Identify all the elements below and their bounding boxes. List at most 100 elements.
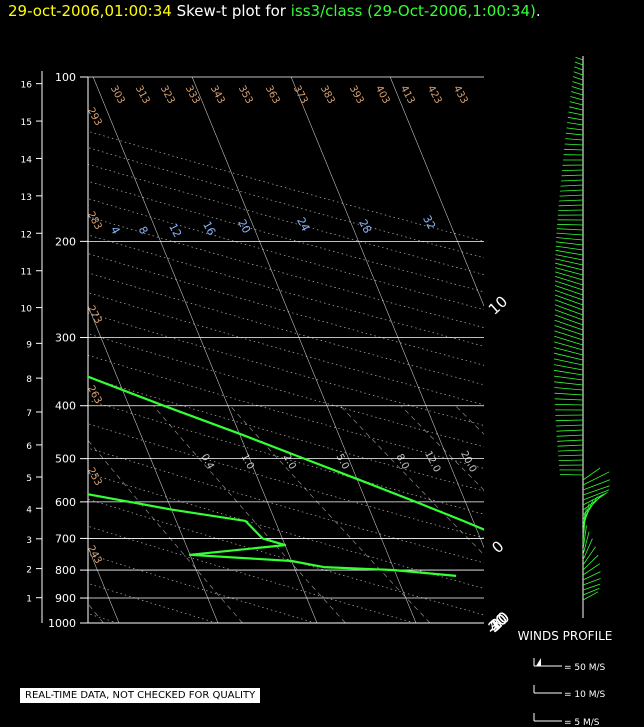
wind-barb [570, 91, 584, 96]
pressure-label: 700 [55, 532, 76, 545]
dry-adiabat [88, 253, 484, 366]
wind-barb [554, 299, 584, 311]
wind-barb [554, 271, 584, 281]
wind-barb [582, 571, 601, 581]
pressure-label: 300 [55, 332, 76, 345]
title-period: . [535, 2, 541, 20]
wind-barb [554, 352, 584, 361]
adiabat-label: 403 [373, 84, 392, 106]
wind-barb [566, 127, 584, 131]
wind-barb [554, 289, 584, 301]
wind-barb [570, 96, 584, 101]
isotherm [588, 77, 644, 623]
wind-barb [557, 223, 584, 226]
height-label: 10 [21, 305, 33, 315]
wind-barb [572, 81, 584, 86]
adiabat-label: 343 [208, 84, 227, 106]
pressure-label: 800 [55, 564, 76, 577]
isotherm [92, 77, 318, 623]
quality-notice: REAL-TIME DATA, NOT CHECKED FOR QUALITY [20, 688, 261, 703]
wind-barb [554, 280, 584, 291]
wind-barb [573, 71, 584, 76]
wind-barb [574, 66, 584, 71]
dry-adiabat [88, 234, 484, 347]
title-plot-word: Skew-t plot for [171, 2, 291, 20]
dry-adiabat [88, 376, 484, 492]
height-label: 7 [26, 409, 32, 419]
wind-barb [582, 563, 601, 576]
mixing-ratio-lines [88, 405, 484, 623]
wind-barb [582, 538, 593, 561]
wind-barb [582, 554, 599, 571]
mixing-label: 12 [166, 221, 184, 239]
wind-barb [555, 267, 584, 276]
chart-title: 29-oct-2006,01:00:34 Skew-t plot for iss… [8, 2, 541, 20]
winds-legend-label: = 10 M/S [564, 690, 606, 700]
height-label: 14 [21, 155, 33, 165]
wind-barb [567, 116, 584, 121]
dry-adiabat [88, 130, 484, 242]
mixing-label: 16 [200, 219, 218, 237]
dry-adiabat [88, 292, 484, 406]
pressure-label: 900 [55, 592, 76, 605]
dry-adiabat [88, 216, 484, 329]
height-label: 1 [26, 595, 32, 605]
wind-barb [556, 237, 584, 241]
wind-barb [559, 194, 584, 197]
wind-barb [555, 262, 584, 271]
height-label: 12 [21, 230, 32, 240]
wind-barb [558, 209, 584, 211]
title-timestamp: 29-oct-2006,01:00:34 [8, 2, 172, 20]
wind-barb [568, 111, 584, 116]
mixing-label: 32 [420, 213, 438, 231]
height-label: 3 [26, 536, 32, 546]
wind-barb [553, 369, 584, 376]
wind-barb [555, 249, 584, 256]
winds-profile: WINDS PROFILE = 50 M/S = 10 M/S = 5 M/S [518, 56, 612, 727]
dry-adiabats [88, 130, 484, 623]
adiabat-label: 353 [236, 84, 255, 106]
wind-barb [582, 489, 610, 501]
wind-barb [557, 444, 584, 447]
isotherm [0, 77, 20, 623]
adiabat-label: 373 [291, 84, 310, 106]
wind-barb [556, 424, 584, 427]
mixing-label: 28 [356, 217, 374, 235]
wind-barb [554, 375, 584, 381]
wind-barb [554, 314, 584, 326]
adiabat-label: 393 [347, 84, 366, 106]
dry-adiabat [88, 525, 415, 623]
isotherm [489, 77, 644, 623]
wind-barb [554, 304, 584, 316]
dry-adiabat [88, 147, 484, 259]
wind-barb [567, 122, 584, 126]
wind-barb [555, 241, 584, 246]
dry-adiabat [88, 354, 484, 469]
wind-barb [560, 184, 584, 187]
winds-legend-label: = 50 M/S [564, 663, 606, 673]
legend-flag [536, 658, 541, 666]
dry-adiabat [88, 553, 316, 623]
temperature-trace [88, 375, 484, 531]
wind-barb [582, 531, 590, 556]
height-label: 2 [26, 566, 32, 576]
pressure-label: 600 [55, 496, 76, 509]
wind-barb [554, 404, 584, 406]
mixing-label: 0.4 [199, 452, 216, 471]
pressure-label: 200 [55, 235, 76, 248]
wind-barb [582, 578, 601, 586]
pressure-label: 1000 [48, 617, 76, 630]
isotherm [88, 305, 219, 623]
dry-adiabat [88, 272, 484, 386]
mixing-ratio-line [88, 439, 243, 623]
height-label: 8 [26, 375, 32, 385]
dry-adiabat [88, 180, 484, 293]
adiabat-label: 423 [425, 84, 444, 106]
wind-barb [582, 467, 601, 481]
dry-adiabat [88, 198, 484, 310]
mixing-label: 12.0 [422, 449, 442, 474]
wind-barb [554, 330, 584, 341]
wind-barb [559, 474, 584, 476]
wind-barb [572, 76, 584, 81]
